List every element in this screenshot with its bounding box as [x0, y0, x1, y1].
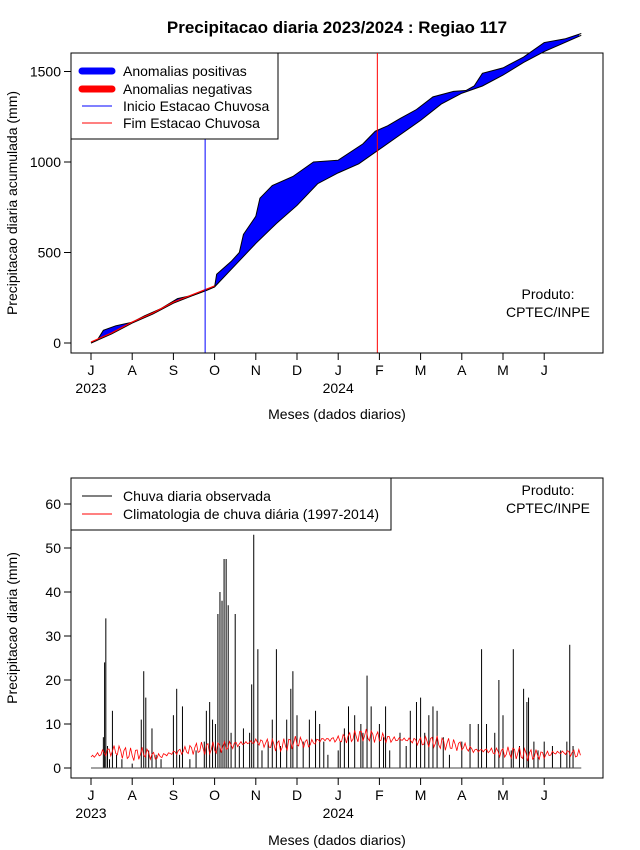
x-axis-label: Meses (dados diarios) [268, 832, 406, 848]
y-tick-label: 40 [45, 584, 61, 600]
y-tick-label: 50 [45, 540, 61, 556]
x-tick-label: J [335, 787, 342, 803]
x-tick-label: M [415, 362, 427, 378]
legend: Anomalias positivas Anomalias negativas … [70, 52, 279, 140]
x-year-label: 2023 [75, 380, 106, 396]
figure-title: Precipitacao diaria 2023/2024 : Regiao 1… [167, 18, 507, 37]
product-source: CPTEC/INPE [506, 500, 590, 516]
negative-anomaly-trace [90, 285, 215, 343]
x-tick-label: O [209, 787, 220, 803]
x-tick-label: A [128, 362, 138, 378]
x-tick-label: F [375, 362, 384, 378]
x-tick-label: J [335, 362, 342, 378]
legend-box [70, 52, 279, 140]
x-year-label: 2023 [75, 805, 106, 821]
x-tick-label: A [128, 787, 138, 803]
legend-label-observed: Chuva diaria observada [123, 488, 271, 504]
x-tick-label: M [497, 787, 509, 803]
climatology-line-layer [90, 728, 581, 762]
y-tick-label: 20 [45, 672, 61, 688]
y-tick-label: 1000 [30, 154, 61, 170]
y-tick-label: 500 [38, 245, 62, 261]
observed-bars-layer [91, 534, 582, 769]
cumulative-precipitation-panel: 0 500 1000 1500 J A S O N D J F M A M J 2023 2024 Precip… [4, 33, 604, 422]
anomaly-area-layer [90, 33, 582, 344]
x-tick-label: D [292, 787, 302, 803]
product-label: Produto: [522, 286, 575, 302]
x-axis: J A S O N D J F M A M J 2023 2024 [75, 352, 548, 396]
y-tick-label: 1500 [30, 64, 61, 80]
legend: Chuva diaria observada Climatologia de c… [70, 477, 392, 531]
x-tick-label: M [415, 787, 427, 803]
y-tick-label: 0 [53, 335, 61, 351]
legend-label-start: Inicio Estacao Chuvosa [123, 98, 270, 114]
product-label: Produto: [522, 482, 575, 498]
y-axis: 0 10 20 30 40 50 60 [45, 496, 72, 776]
product-source: CPTEC/INPE [506, 304, 590, 320]
daily-precipitation-panel: 0 10 20 30 40 50 60 J A S O N D J F M A M J 2023 2024 Preci… [4, 477, 604, 848]
x-tick-label: N [251, 787, 261, 803]
y-axis-label: Precipitacao diaria (mm) [4, 552, 20, 704]
y-tick-label: 30 [45, 628, 61, 644]
x-tick-label: S [169, 787, 178, 803]
x-year-label: 2024 [323, 805, 354, 821]
climatology-cumulative-line [90, 34, 582, 344]
x-tick-label: J [541, 362, 548, 378]
x-tick-label: J [88, 362, 95, 378]
y-axis: 0 500 1000 1500 [30, 64, 72, 351]
legend-label-end: Fim Estacao Chuvosa [123, 115, 260, 131]
x-tick-label: S [169, 362, 178, 378]
y-tick-label: 10 [45, 716, 61, 732]
legend-label-climatology: Climatologia de chuva diária (1997-2014) [123, 506, 379, 522]
climatology-daily-line [90, 728, 581, 762]
legend-label-negative: Anomalias negativas [123, 81, 252, 97]
x-tick-label: O [209, 362, 220, 378]
x-tick-label: F [375, 787, 384, 803]
y-axis-label: Precipitacao diaria acumulada (mm) [4, 91, 20, 315]
x-axis: J A S O N D J F M A M J 2023 2024 [75, 777, 548, 821]
legend-box [70, 477, 392, 531]
x-tick-label: D [292, 362, 302, 378]
x-year-label: 2024 [323, 380, 354, 396]
x-axis-label: Meses (dados diarios) [268, 406, 406, 422]
y-tick-label: 0 [53, 760, 61, 776]
x-tick-label: A [457, 787, 467, 803]
x-tick-label: N [251, 362, 261, 378]
x-tick-label: J [541, 787, 548, 803]
x-tick-label: J [88, 787, 95, 803]
x-tick-label: M [497, 362, 509, 378]
y-tick-label: 60 [45, 496, 61, 512]
x-tick-label: A [457, 362, 467, 378]
legend-label-positive: Anomalias positivas [123, 63, 247, 79]
